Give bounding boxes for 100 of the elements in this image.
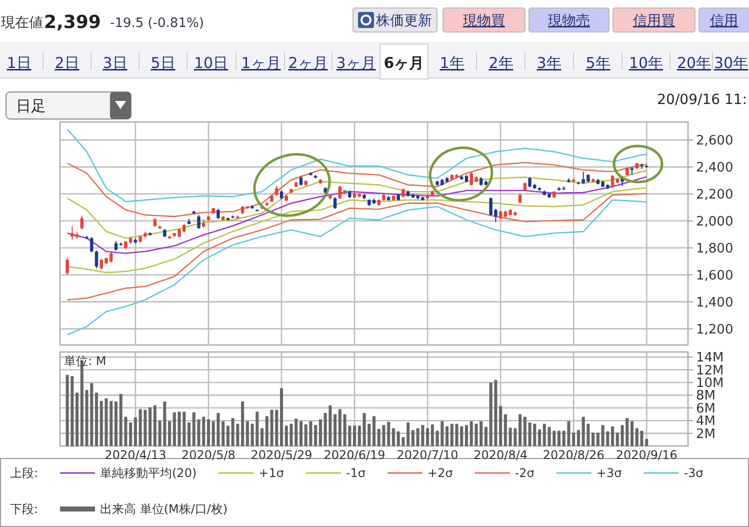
legend-label: -2σ [514,466,535,480]
x-tick-label: 2020/8/4 [474,448,528,462]
y-tick-label: 1,600 [696,268,734,284]
bar [430,424,434,446]
bar [314,425,318,446]
text: 現物売 [548,13,590,29]
x-tick-label: 2020/6/19 [324,448,386,462]
bar [280,388,284,446]
bar [134,417,137,446]
legend-label: +2σ [428,466,454,480]
candlestick [299,175,303,186]
bar [153,405,156,446]
bar [406,422,410,446]
y-tick-label: 1,200 [696,322,734,338]
text: 現物買 [463,13,505,29]
bar [392,428,395,446]
candlestick [94,250,98,269]
bar [241,402,244,446]
y-tick-label: 14M [696,350,724,366]
text: 現在値 [1,15,43,31]
bar [260,428,264,446]
bar [596,432,600,446]
y-tick-label: 6M [696,401,716,416]
x-tick-label: 2020/9/16 [616,448,678,462]
candlestick [275,185,278,196]
bar [148,407,152,446]
candlestick [66,257,69,276]
bar [168,421,172,446]
bar [484,426,488,446]
candlestick [80,214,84,230]
bar [338,409,342,446]
legend: 下段: 出来高 単位(M株/口/枚) [10,502,228,516]
bar [334,414,337,446]
text: 上段: [10,466,38,480]
y-tick-label: 4M [696,414,716,430]
bar [592,432,595,446]
text: 3ヶ月 [336,54,376,72]
candlestick [518,193,522,204]
bar [572,432,576,446]
text: 日足 [16,97,46,115]
bar [172,412,176,446]
text: -19.5 (-0.81%) [110,16,204,31]
bar [611,426,614,446]
bar [411,430,414,446]
legend-label: 出来高 単位(M株/口/枚) [100,502,228,516]
y-tick-label: 12M [696,363,724,378]
text: 3日 [102,54,128,72]
bar [446,426,449,446]
legend-label: -3σ [684,466,704,480]
y-tick-label: 2M [696,426,716,442]
legend-label: -1σ [346,466,366,480]
bar [318,419,322,446]
bar [450,424,454,446]
text: 1年 [440,54,464,72]
candlestick [216,208,220,220]
x-tick-label: 2020/5/29 [250,448,312,462]
text: 信用買 [633,13,675,29]
candlestick [610,174,614,188]
legend-label: 単純移動平均(20) [100,466,197,480]
text: 1ヶ月 [241,54,281,72]
legend-label: +1σ [258,466,284,480]
bar [504,414,507,446]
y-tick-label: 2,400 [696,160,734,176]
text: 30年 [714,54,748,72]
bar [129,422,132,446]
y-tick-label: 2,200 [696,187,734,202]
bar [518,414,522,446]
text: 株価更新 [375,13,432,29]
bar [226,426,230,446]
bar [426,428,430,446]
text: 6ヶ月 [384,54,424,72]
bar [538,429,542,446]
bar [265,416,268,446]
bar [246,421,249,446]
bar [76,392,79,446]
text: 10日 [194,54,228,72]
bar [353,426,356,446]
bar [576,430,580,446]
text: 2,399 [44,12,101,33]
bar [616,432,619,446]
text: 5日 [150,54,176,72]
text: 5年 [586,54,610,72]
bar [188,422,191,446]
candlestick [333,196,337,210]
candlestick [197,214,200,230]
bar [630,421,634,446]
bar [95,392,98,446]
text: 20年 [676,54,712,72]
bar [523,416,526,446]
y-tick-label: 8M [696,388,716,404]
bar [114,402,118,446]
text: 2日 [54,54,80,72]
text: 3年 [536,54,562,72]
bar [499,406,502,446]
bar [464,425,468,446]
y-tick-label: 2,600 [696,133,734,148]
text: 2年 [488,54,514,72]
bar [299,421,302,446]
legend-label: +3σ [596,466,622,480]
x-tick-label: 2020/8/26 [542,448,604,462]
